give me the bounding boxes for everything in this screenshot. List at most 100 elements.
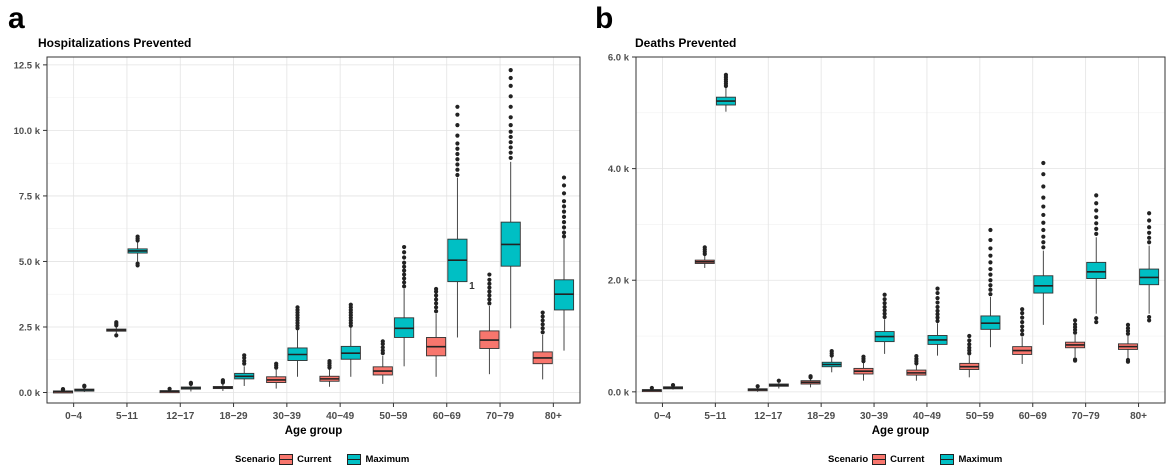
outlier-point	[1094, 201, 1099, 206]
outlier-point	[561, 220, 567, 225]
outlier-point	[882, 301, 887, 306]
outlier-point	[433, 293, 439, 298]
outlier-point	[935, 290, 940, 296]
outlier-point	[114, 320, 119, 325]
x-tick-label: 18−29	[220, 411, 249, 422]
outlier-point	[988, 278, 993, 283]
outlier-point	[455, 123, 460, 128]
outlier-point	[882, 292, 887, 297]
outlier-point	[508, 115, 513, 120]
outlier-point	[1020, 311, 1025, 316]
outlier-point	[1041, 184, 1046, 189]
outlier-point	[988, 253, 993, 258]
outlier-point	[723, 72, 729, 77]
legend-swatch-maximum	[347, 454, 362, 465]
outlier-point	[433, 297, 439, 302]
outlier-point	[455, 167, 460, 172]
outlier-point	[487, 281, 492, 286]
x-tick-label: 0−4	[65, 411, 82, 422]
legend: Scenario Current Maximum	[828, 454, 1002, 465]
outlier-point	[882, 297, 887, 302]
outlier-point	[1094, 231, 1099, 237]
x-tick-label: 70−79	[486, 411, 515, 422]
x-axis-label: Age group	[285, 425, 343, 437]
outlier-point	[1041, 160, 1046, 166]
outlier-point	[967, 345, 972, 350]
outlier-point	[1041, 195, 1046, 200]
outlier-point	[649, 385, 654, 391]
outlier-point	[561, 175, 567, 180]
outlier-point	[1147, 225, 1152, 230]
legend-swatch-current	[872, 454, 887, 465]
box-maximum	[1033, 275, 1054, 294]
outlier-point	[1125, 322, 1131, 327]
outlier-point	[380, 339, 385, 344]
outlier-point	[508, 104, 513, 109]
y-tick-label: 0.0 k	[19, 388, 41, 399]
outlier-point	[402, 264, 407, 269]
outlier-point	[348, 302, 353, 307]
y-tick-label: 6.0 k	[608, 53, 630, 64]
outlier-point	[1147, 235, 1152, 240]
outlier-point	[1020, 307, 1025, 312]
outlier-point	[455, 172, 460, 178]
outlier-point	[1041, 172, 1046, 177]
outlier-point	[1125, 326, 1131, 331]
outlier-point	[1072, 357, 1078, 362]
outlier-point	[988, 260, 993, 265]
outlier-point	[487, 301, 492, 306]
outlier-point	[540, 330, 545, 335]
outlier-point	[508, 129, 513, 134]
outlier-point	[935, 286, 940, 291]
outlier-point	[914, 354, 919, 359]
outlier-point	[1094, 193, 1099, 198]
outlier-point	[935, 300, 940, 305]
outlier-point	[135, 234, 140, 239]
x-tick-label: 5−11	[704, 411, 726, 422]
outlier-point	[561, 199, 567, 204]
chart-title: Hospitalizations Prevented	[38, 36, 192, 50]
outlier-point	[882, 308, 887, 313]
chart-a-plot: 10.0 k2.5 k5.0 k7.5 k10.0 k12.5 k0−4 5−11…	[14, 56, 581, 437]
outlier-point	[1072, 318, 1078, 323]
outlier-point	[402, 250, 407, 255]
outlier-point	[135, 261, 140, 266]
outlier-point	[988, 272, 993, 277]
outlier-point	[935, 318, 940, 324]
outlier-point	[561, 214, 567, 219]
outlier-point	[1020, 315, 1025, 320]
outlier-point	[808, 374, 813, 379]
outlier-point	[455, 151, 460, 157]
x-axis-label: Age group	[872, 425, 930, 437]
outlier-point	[776, 378, 781, 383]
y-tick-label: 10.0 k	[14, 126, 41, 137]
outlier-point	[1094, 226, 1099, 231]
outlier-point	[1020, 328, 1025, 333]
outlier-point	[861, 354, 866, 359]
chart-title: Deaths Prevented	[635, 36, 737, 50]
x-tick-label: 80+	[545, 411, 562, 422]
outlier-point	[455, 146, 460, 151]
plot-border	[46, 56, 581, 404]
outlier-point	[455, 162, 460, 167]
x-tick-label: 40−49	[326, 411, 355, 422]
outlier-point	[988, 266, 993, 272]
outlier-point	[60, 387, 66, 392]
outlier-point	[540, 314, 545, 319]
outlier-point	[1147, 314, 1152, 320]
outlier-point	[455, 112, 460, 117]
outlier-point	[540, 326, 545, 331]
outlier-point	[242, 358, 247, 364]
outlier-point	[1041, 204, 1046, 209]
panel-a: a Hospitalizations Prevented 1 0.0 k 2.5 k…	[8, 2, 581, 465]
outlier-point	[295, 305, 300, 310]
x-tick-label: 60−69	[1019, 411, 1048, 422]
outlier-point	[242, 353, 247, 358]
outlier-point	[1094, 215, 1099, 220]
y-tick-label: 0.0 k	[608, 387, 630, 398]
outlier-point	[1041, 220, 1046, 225]
outlier-point	[755, 384, 760, 389]
outlier-point	[935, 315, 940, 320]
legend-label-maximum: Maximum	[958, 454, 1003, 465]
